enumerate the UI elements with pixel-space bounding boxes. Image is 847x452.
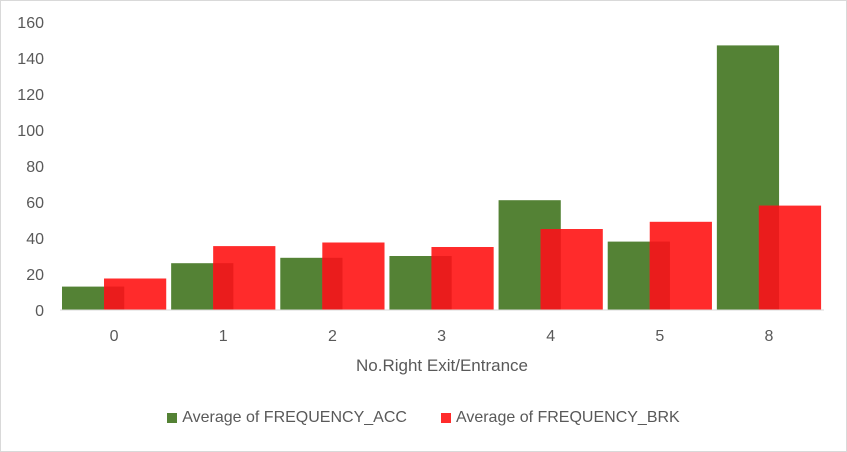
x-tick-label: 3: [437, 328, 446, 345]
y-axis: 0 20 40 60 80 100 120 140 160: [17, 15, 44, 320]
bar-overlap: [322, 257, 343, 310]
bar-overlap: [431, 256, 452, 310]
x-axis-title: No.Right Exit/Entrance: [356, 356, 528, 375]
y-tick-label: 160: [17, 15, 44, 32]
legend-swatch-brk: [440, 413, 451, 423]
legend: Average of FREQUENCY_ACC Average of FREQ…: [0, 409, 847, 427]
x-tick-label: 5: [655, 328, 664, 345]
bar-overlap: [540, 229, 561, 310]
y-tick-label: 120: [17, 87, 44, 104]
x-tick-label: 1: [219, 328, 228, 345]
y-tick-label: 140: [17, 51, 44, 68]
bar-overlap: [104, 286, 125, 310]
legend-label-brk: Average of FREQUENCY_BRK: [455, 409, 680, 426]
bar-overlap: [649, 241, 670, 310]
y-tick-label: 20: [26, 267, 44, 284]
legend-label-acc: Average of FREQUENCY_ACC: [182, 409, 407, 426]
y-tick-label: 60: [26, 195, 44, 212]
bar-overlap: [213, 263, 234, 310]
y-tick-label: 0: [35, 303, 44, 320]
y-tick-label: 80: [26, 159, 44, 176]
legend-swatch-acc: [167, 413, 178, 423]
x-tick-label: 2: [328, 328, 337, 345]
legend-item-acc: Average of FREQUENCY_ACC: [167, 409, 407, 427]
y-tick-label: 100: [17, 123, 44, 140]
legend-item-brk: Average of FREQUENCY_BRK: [440, 409, 680, 427]
bar-overlap: [758, 205, 780, 310]
x-tick-label: 0: [110, 328, 119, 345]
x-axis: 0 1 2 3 4 5 8: [60, 309, 824, 345]
x-tick-label: 4: [546, 328, 555, 345]
x-tick-label: 8: [765, 328, 774, 345]
bars: [62, 45, 822, 311]
y-tick-label: 40: [26, 231, 44, 248]
